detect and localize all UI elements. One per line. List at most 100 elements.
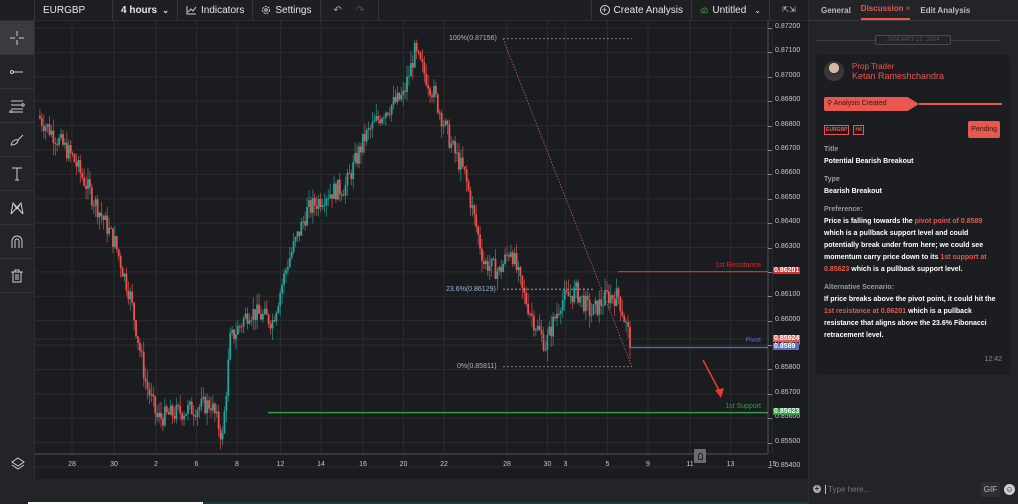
time-tick: 30: [543, 461, 552, 468]
price-chart[interactable]: 0.87200 0.87100 0.87000 0.86900 0.86800 0.867…: [35, 21, 808, 479]
time-tick: 6: [194, 461, 199, 468]
date-badge: JANUARY 12, 2024: [875, 35, 951, 45]
text-tool[interactable]: [0, 157, 34, 191]
delete-tool[interactable]: [0, 259, 34, 293]
tab-discussion-label: Discussion: [860, 4, 904, 13]
tab-discussion[interactable]: Discussion ×: [860, 4, 911, 20]
price-tick: 0.87100: [775, 47, 801, 55]
panel-tabs: General Discussion × Edit Analysis: [809, 0, 1018, 21]
price-tick: 0.87200: [775, 23, 801, 30]
timeline-scrollbar[interactable]: [28, 502, 203, 504]
pattern-tool[interactable]: [0, 191, 34, 225]
indicators-label: Indicators: [201, 4, 245, 16]
chevron-down-icon: ⌄: [162, 5, 169, 15]
cloud-check-icon: [700, 7, 709, 13]
type-label: Type: [824, 176, 840, 183]
candlestick-chart[interactable]: [35, 21, 808, 479]
idea-marker-button[interactable]: [694, 449, 706, 463]
lines-icon: [9, 100, 25, 113]
message-input[interactable]: [825, 484, 977, 494]
layout-selector[interactable]: Untitled ⌄: [692, 0, 770, 21]
support-label: 1st Support: [725, 403, 761, 410]
support-highlight: 1st support at 0.85623: [824, 254, 987, 273]
emoji-icon[interactable]: ☺: [1004, 483, 1015, 495]
text-segment: which is a pullback support level and co…: [824, 230, 984, 261]
crosshair-icon: [10, 30, 24, 45]
pivot-label: Pivot: [745, 337, 761, 344]
event-label: Analysis Created: [833, 100, 887, 107]
plus-circle-icon: +: [599, 5, 610, 15]
undo-icon[interactable]: ↶: [333, 4, 342, 16]
price-tick: 0.86900: [775, 96, 801, 104]
time-tick: 22: [440, 461, 448, 468]
fib-0-label: 0%(0.85811): [457, 363, 497, 370]
analysis-created-badge: ⚲ Analysis Created: [824, 97, 919, 111]
alternative-label: Alternative Scenario:: [824, 284, 895, 291]
support-price-tag: 0.85623: [773, 408, 801, 415]
settings-label: Settings: [275, 4, 312, 16]
time-tick: 13: [726, 461, 735, 468]
lightbulb-icon: [697, 452, 703, 460]
status-badge: Pending: [968, 121, 1000, 138]
price-tick: 0.86600: [775, 169, 801, 177]
gear-icon: [262, 6, 271, 14]
layers-icon: [10, 457, 25, 470]
magnet-tool[interactable]: [0, 225, 34, 259]
tags-row: EURGBP H4 Pending: [824, 121, 1002, 138]
time-tick: 28: [68, 461, 76, 468]
redo-icon[interactable]: ↷: [356, 4, 365, 16]
pattern-icon: [10, 201, 24, 214]
text-segment: If price breaks above the pivot point, i…: [824, 296, 996, 303]
price-tick: 0.85600: [775, 413, 801, 421]
text-segment: which is a pullback support level.: [849, 266, 963, 273]
add-attachment-icon[interactable]: +: [813, 484, 821, 493]
gif-button[interactable]: GIF: [980, 481, 1000, 497]
price-tick: 0.86300: [775, 242, 801, 250]
type-value: Bearish Breakout: [824, 188, 882, 195]
resistance-highlight: 1st resistance at 0.86201: [824, 308, 907, 315]
preference-label: Preference:: [824, 206, 863, 213]
close-icon[interactable]: ×: [905, 4, 911, 13]
tab-edit-analysis[interactable]: Edit Analysis: [920, 6, 971, 15]
time-tick: 11: [686, 461, 694, 468]
chevron-down-icon: ⌄: [754, 5, 761, 15]
tab-general[interactable]: General: [821, 6, 851, 15]
crosshair-tool[interactable]: [0, 21, 34, 55]
fullscreen-button[interactable]: ⇱⇲: [770, 0, 808, 21]
time-tick: 9: [646, 461, 650, 468]
text-icon: [12, 167, 22, 180]
indicators-button[interactable]: Indicators: [178, 0, 254, 21]
time-tick: 30: [110, 461, 118, 468]
fib-236-label: 23.6%(0.86129): [446, 286, 496, 293]
time-tick: 3: [563, 461, 568, 468]
avatar: [824, 61, 844, 81]
layout-name: Untitled: [712, 4, 747, 16]
drawing-toolbar: [0, 21, 35, 504]
time-tick: 12: [276, 461, 285, 468]
layers-button[interactable]: [0, 449, 35, 479]
timeframe-tag: H4: [853, 124, 864, 135]
symbol-selector[interactable]: EURGBP: [35, 0, 113, 21]
price-tick: 0.86800: [775, 120, 801, 128]
message-composer: + GIF ☺: [809, 474, 1018, 504]
trend-line-tool[interactable]: [0, 55, 34, 89]
text-segment: Price is falling towards the: [824, 218, 915, 225]
fullscreen-icon: ⇱⇲: [782, 5, 796, 14]
author-role: Prop Trader: [852, 61, 895, 71]
interval-selector[interactable]: 4 hours ⌄: [113, 0, 178, 21]
brush-tool[interactable]: [0, 123, 34, 157]
title-value: Potential Bearish Breakout: [824, 158, 914, 165]
price-tick: 0.85500: [775, 437, 801, 445]
fib-100-label: 100%(0.87156): [449, 35, 497, 42]
settings-button[interactable]: Settings: [253, 0, 321, 21]
price-tick: 0.85800: [775, 364, 801, 372]
price-tick: 0.86500: [775, 193, 801, 201]
create-analysis-label: Create Analysis: [613, 4, 683, 16]
time-tick: 20: [399, 461, 408, 468]
horizontal-lines-tool[interactable]: [0, 89, 34, 123]
create-analysis-button[interactable]: + Create Analysis: [590, 0, 692, 21]
current-price-tag: 0.85924: [773, 335, 801, 342]
symbol-label: EURGBP: [43, 4, 86, 16]
history-controls: ↶ ↷: [321, 0, 379, 21]
toolbar-spacer: [0, 0, 35, 21]
